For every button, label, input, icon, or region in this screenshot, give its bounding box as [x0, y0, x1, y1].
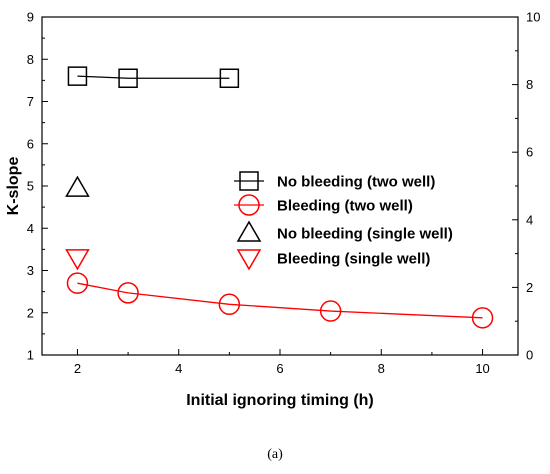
legend-marker — [236, 249, 262, 271]
y-tick-label: 3 — [27, 263, 34, 278]
series-line — [77, 282, 483, 319]
data-point — [65, 175, 90, 197]
series-0 — [67, 66, 240, 89]
legend-label: No bleeding (single well) — [277, 226, 453, 243]
legend-label: Bleeding (single well) — [277, 251, 430, 268]
x-tick-label: 2 — [74, 361, 81, 376]
legend-label: Bleeding (two well) — [277, 198, 413, 215]
y-tick-label: 4 — [27, 221, 34, 236]
y-tick-label: 7 — [27, 94, 34, 109]
legend-label: No bleeding (two well) — [277, 174, 435, 191]
x-axis-title: Initial ignoring timing (h) — [186, 392, 374, 409]
data-point — [219, 68, 240, 89]
y-tick-label: 5 — [27, 179, 34, 194]
y2-tick-label: 2 — [526, 280, 533, 295]
data-point — [117, 282, 139, 304]
series-layer — [65, 66, 494, 329]
data-point — [319, 300, 342, 322]
x-tick-label: 4 — [175, 361, 182, 376]
figure-caption: (a) — [267, 447, 283, 462]
x-tick-label: 10 — [475, 361, 489, 376]
y2-tick-label: 4 — [526, 212, 533, 227]
series-line — [77, 75, 230, 79]
y2-tick-label: 6 — [526, 145, 533, 160]
data-point — [118, 68, 138, 89]
y-tick-label: 2 — [27, 305, 34, 320]
y-tick-label: 1 — [27, 348, 34, 363]
y-tick-label: 9 — [27, 10, 34, 25]
series-2 — [65, 175, 90, 197]
x-tick-label: 6 — [276, 361, 283, 376]
y-tick-label: 6 — [27, 136, 34, 151]
x-tick-label: 8 — [378, 361, 385, 376]
data-point — [218, 293, 241, 316]
y2-tick-label: 8 — [526, 77, 533, 92]
series-3 — [65, 249, 90, 271]
data-point — [66, 272, 89, 294]
y-axis-title: K-slope — [5, 157, 22, 216]
legend-marker — [238, 194, 260, 216]
legend: No bleeding (two well) Bleeding (two well… — [234, 171, 453, 271]
data-point — [471, 307, 494, 329]
plot-frame — [41, 16, 519, 356]
data-point — [67, 66, 88, 86]
y2-tick-label: 10 — [526, 10, 540, 25]
legend-marker — [236, 220, 262, 242]
y2-tick-label: 0 — [526, 348, 533, 363]
series-1 — [66, 272, 494, 329]
legend-marker — [239, 171, 259, 191]
data-point — [65, 249, 90, 271]
y-tick-label: 8 — [27, 52, 34, 67]
